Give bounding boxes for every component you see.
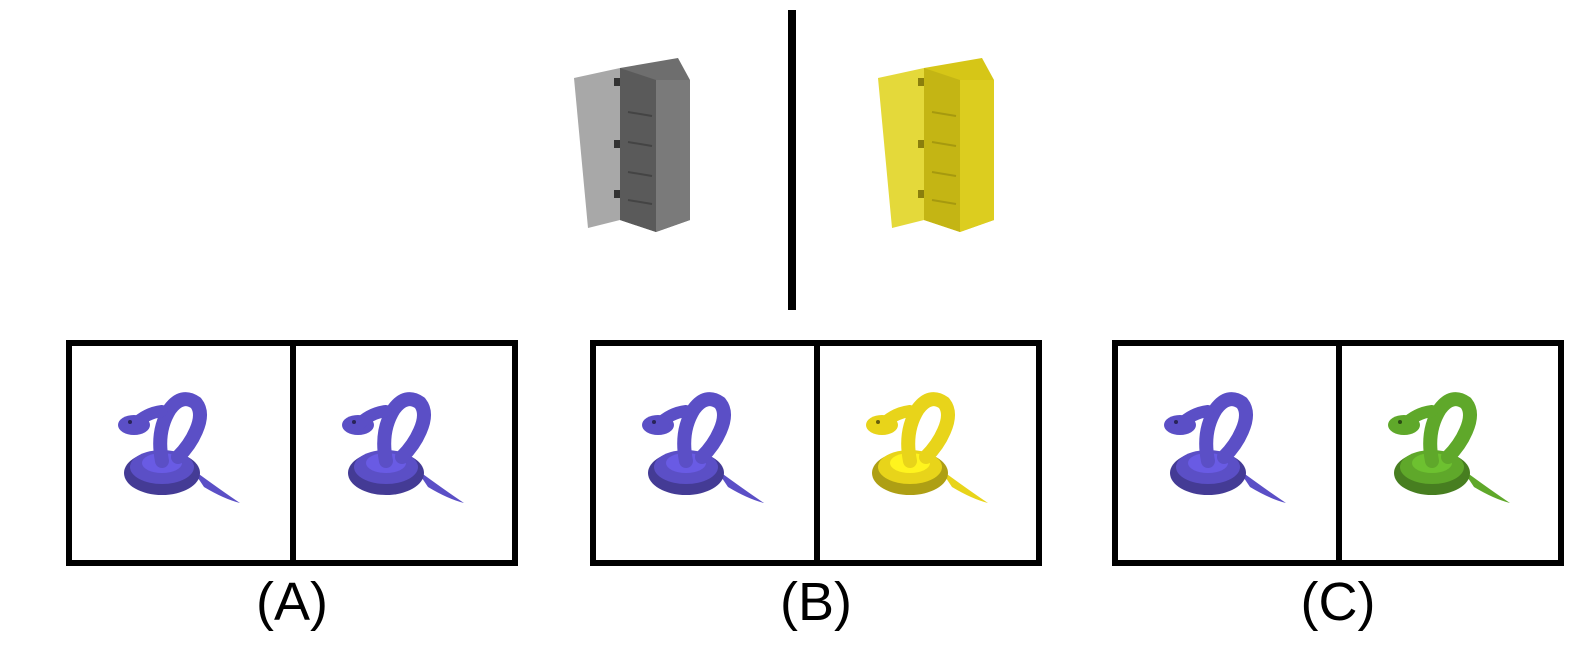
option-b-divider bbox=[814, 346, 820, 560]
option-b-label: (B) bbox=[780, 572, 852, 632]
option-a-left-cell bbox=[72, 346, 290, 560]
option-a-right-cell bbox=[296, 346, 514, 560]
snake-icon bbox=[866, 392, 988, 503]
example-source-cabinet bbox=[568, 50, 698, 240]
option-b-left-cell bbox=[596, 346, 814, 560]
option-c-divider bbox=[1336, 346, 1342, 560]
option-c[interactable] bbox=[1112, 340, 1564, 566]
option-a[interactable] bbox=[66, 340, 518, 566]
snake-icon bbox=[118, 392, 240, 503]
option-a-label: (A) bbox=[256, 572, 328, 632]
cabinet-icon bbox=[878, 58, 994, 232]
snake-icon bbox=[1388, 392, 1510, 503]
option-a-divider bbox=[290, 346, 296, 560]
snake-icon bbox=[642, 392, 764, 503]
option-b-right-cell bbox=[820, 346, 1038, 560]
cabinet-icon bbox=[574, 58, 690, 232]
example-target-cabinet bbox=[872, 50, 1002, 240]
option-c-right-cell bbox=[1342, 346, 1560, 560]
option-c-label: (C) bbox=[1300, 572, 1376, 632]
option-c-left-cell bbox=[1118, 346, 1336, 560]
snake-icon bbox=[342, 392, 464, 503]
example-divider bbox=[788, 10, 796, 310]
option-b[interactable] bbox=[590, 340, 1042, 566]
snake-icon bbox=[1164, 392, 1286, 503]
